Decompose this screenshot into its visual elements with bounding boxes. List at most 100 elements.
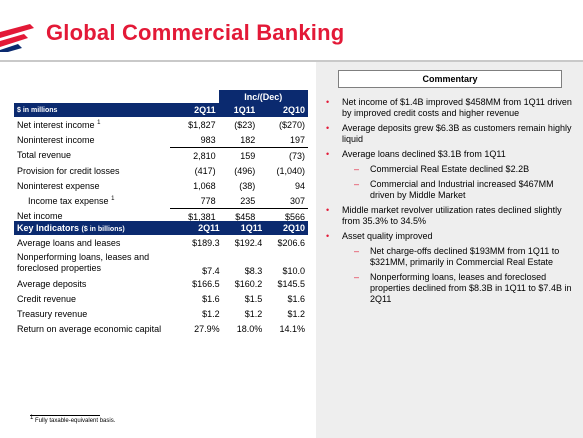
cell: (73) bbox=[258, 147, 308, 163]
bullet-dot-icon: • bbox=[326, 231, 330, 241]
cell: 197 bbox=[289, 134, 305, 145]
bullet-dot-icon: • bbox=[326, 149, 330, 159]
sub-list-item: – Nonperforming loans, leases and foreclo… bbox=[322, 272, 572, 305]
table-row: Noninterest income 983 182 197 bbox=[14, 132, 308, 148]
key-indicators-header-row: Key Indicators ($ in billions) 2Q11 1Q11… bbox=[14, 221, 308, 235]
table-row: Total revenue 2,810 159 (73) bbox=[14, 147, 308, 163]
header-divider bbox=[0, 60, 583, 62]
table-row: Nonperforming loans, leases and foreclos… bbox=[14, 250, 308, 276]
cell: 94 bbox=[294, 180, 305, 191]
cell: 1,068 bbox=[193, 180, 216, 191]
cell: $1,827 bbox=[188, 119, 216, 130]
table-row: Provision for credit losses (417) (496) … bbox=[14, 163, 308, 178]
row-label: Average deposits bbox=[17, 278, 87, 289]
commentary-list: • Net income of $1.4B improved $458MM fro… bbox=[322, 97, 572, 309]
cell: 235 bbox=[240, 195, 256, 206]
table-row: Return on average economic capital 27.9%… bbox=[14, 321, 308, 336]
cell: $1.2 bbox=[287, 308, 305, 319]
table-row: Credit revenue $1.6 $1.5 $1.6 bbox=[14, 291, 308, 306]
col-header: 2Q11 bbox=[170, 103, 219, 117]
cell: $145.5 bbox=[277, 278, 305, 289]
bullet-text: Average loans declined $3.1B from 1Q11 bbox=[342, 149, 506, 159]
cell: $160.2 bbox=[234, 278, 263, 289]
row-label: Noninterest expense bbox=[17, 180, 100, 191]
dash-icon: – bbox=[354, 179, 360, 189]
cell: (1,040) bbox=[276, 165, 305, 176]
table-row: Income tax expense 1 778 235 307 bbox=[14, 193, 308, 209]
row-label: Nonperforming loans, leases and foreclos… bbox=[17, 252, 150, 273]
cell: 983 bbox=[200, 134, 216, 145]
row-label: Income tax expense bbox=[28, 195, 109, 206]
key-indicators-table: Key Indicators ($ in billions) 2Q11 1Q11… bbox=[14, 221, 308, 336]
row-label: Return on average economic capital bbox=[17, 323, 162, 334]
cell: 182 bbox=[240, 134, 256, 145]
row-label: Provision for credit losses bbox=[17, 165, 120, 176]
table-row: Net interest income 1 $1,827 ($23) ($270… bbox=[14, 117, 308, 132]
footnote-marker: 1 bbox=[30, 415, 34, 421]
list-item: • Average loans declined $3.1B from 1Q11 bbox=[322, 149, 572, 160]
cell: $1.2 bbox=[202, 308, 220, 319]
list-item: • Middle market revolver utilization rate… bbox=[322, 205, 572, 227]
row-label: Net income bbox=[17, 211, 63, 222]
financials-header-row: $ in millions 2Q11 1Q11 2Q10 bbox=[14, 103, 308, 117]
bullet-dot-icon: • bbox=[326, 123, 330, 133]
footnote: 1 Fully taxable-equivalent basis. bbox=[30, 415, 116, 424]
dash-icon: – bbox=[354, 272, 360, 282]
cell: 2,810 bbox=[170, 147, 219, 163]
dash-icon: – bbox=[354, 164, 360, 174]
sub-bullet-text: Net charge-offs declined $193MM from 1Q1… bbox=[370, 246, 560, 267]
list-item: • Average deposits grew $6.3B as customer… bbox=[322, 123, 572, 145]
cell: 159 bbox=[218, 147, 259, 163]
bullet-text: Net income of $1.4B improved $458MM from… bbox=[342, 97, 572, 118]
col-header: 1Q11 bbox=[222, 221, 266, 235]
cell: $189.3 bbox=[192, 237, 220, 248]
slide-header: Global Commercial Banking bbox=[0, 0, 583, 62]
table-row: Average loans and leases $189.3 $192.4 $… bbox=[14, 235, 308, 250]
unit-label: $ in millions bbox=[14, 103, 171, 117]
row-label: Total revenue bbox=[17, 150, 72, 161]
sub-bullet-text: Commercial and Industrial increased $467… bbox=[370, 179, 554, 200]
table-row: Average deposits $166.5 $160.2 $145.5 bbox=[14, 276, 308, 291]
row-label: Credit revenue bbox=[17, 293, 77, 304]
col-header: 2Q10 bbox=[258, 103, 308, 117]
col-header: 2Q10 bbox=[265, 221, 308, 235]
cell: $1.2 bbox=[244, 308, 263, 319]
cell: $1.6 bbox=[287, 293, 305, 304]
footnote-divider bbox=[30, 415, 100, 416]
table-row: Net income $1,381 $458 $566 bbox=[14, 208, 308, 224]
cell: $7.4 bbox=[202, 266, 220, 276]
footnote-marker: 1 bbox=[111, 195, 115, 202]
cell: 27.9% bbox=[194, 323, 220, 334]
cell: 14.1% bbox=[279, 323, 305, 334]
footnote-text: Fully taxable-equivalent basis. bbox=[35, 418, 116, 424]
row-label: Treasury revenue bbox=[17, 308, 88, 319]
cell: (38) bbox=[239, 180, 256, 191]
dash-icon: – bbox=[354, 246, 360, 256]
cell: $1.6 bbox=[202, 293, 220, 304]
cell: 307 bbox=[289, 195, 305, 206]
sub-list-item: – Commercial and Industrial increased $46… bbox=[322, 179, 572, 201]
inc-dec-header: Inc/(Dec) bbox=[218, 90, 308, 103]
cell: $8.3 bbox=[244, 266, 263, 276]
cell: ($23) bbox=[234, 119, 256, 130]
sub-bullet-text: Nonperforming loans, leases and foreclos… bbox=[370, 272, 572, 304]
table-row: Treasury revenue $1.2 $1.2 $1.2 bbox=[14, 306, 308, 321]
cell: ($270) bbox=[278, 119, 305, 130]
sub-list-item: – Net charge-offs declined $193MM from 1Q… bbox=[322, 246, 572, 268]
cell: $1.5 bbox=[244, 293, 263, 304]
key-indicators-unit: ($ in billions) bbox=[81, 226, 125, 233]
bullet-text: Average deposits grew $6.3B as customers… bbox=[342, 123, 572, 144]
page-title: Global Commercial Banking bbox=[46, 20, 345, 45]
commentary-title: Commentary bbox=[338, 70, 562, 88]
cell: $10.0 bbox=[282, 266, 305, 276]
list-item: • Asset quality improved bbox=[322, 231, 572, 242]
flag-stripes-logo bbox=[0, 24, 34, 52]
bullet-dot-icon: • bbox=[326, 205, 330, 215]
cell: 778 bbox=[200, 195, 216, 206]
cell: $1,381 bbox=[170, 208, 219, 224]
commentary-panel bbox=[316, 62, 583, 438]
row-label: Noninterest income bbox=[17, 134, 95, 145]
sub-bullet-text: Commercial Real Estate declined $2.2B bbox=[370, 164, 530, 174]
cell: $566 bbox=[258, 208, 308, 224]
bullet-text: Middle market revolver utilization rates… bbox=[342, 205, 562, 226]
